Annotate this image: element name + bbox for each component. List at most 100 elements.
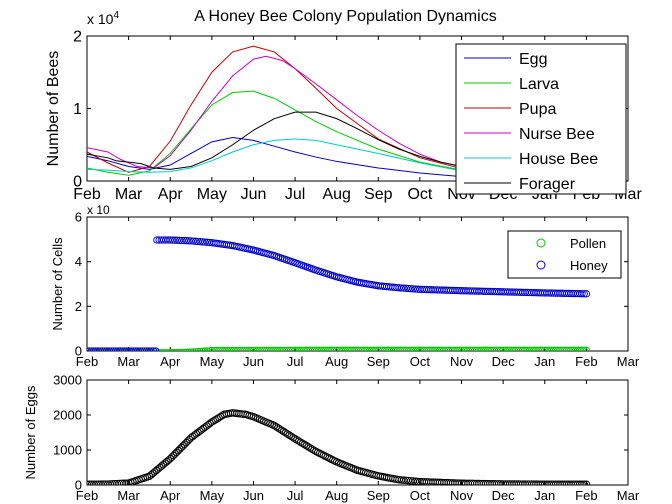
x-tick-label: Jul — [287, 488, 304, 503]
data-point — [580, 346, 588, 351]
data-point — [407, 285, 415, 293]
data-point — [198, 238, 207, 246]
data-point — [189, 348, 197, 351]
y-exponent-power: 4 — [113, 10, 119, 21]
legend-box — [507, 230, 622, 279]
y-tick-label: 2 — [73, 29, 82, 46]
data-point — [187, 348, 195, 351]
data-point — [297, 438, 305, 446]
chart-panel-3: Feb Mar Apr May Jun Jul Aug Sep Oct Nov Dec Jan Feb M… — [23, 373, 640, 503]
legend-label: Egg — [519, 51, 547, 68]
x-tick-label: Apr — [160, 488, 181, 503]
data-point — [578, 346, 586, 351]
data-point — [274, 424, 282, 432]
y-axis-label: Number of Cells — [50, 237, 65, 331]
y-tick-label: 1000 — [53, 443, 82, 458]
data-point — [329, 456, 337, 464]
x-tick-label: Aug — [325, 488, 348, 503]
legend: Egg Larva Pupa Nurse Bee House Bee Forager — [455, 43, 627, 195]
x-tick-label: May — [197, 186, 227, 203]
data-point — [185, 237, 193, 245]
data-point — [192, 237, 200, 245]
series-markers-honey — [87, 236, 591, 351]
data-point — [402, 284, 410, 292]
data-point — [272, 422, 280, 431]
series-line-forager — [87, 111, 587, 178]
y-tick-label: 0 — [73, 174, 82, 191]
x-tick-label: Sep — [364, 186, 393, 203]
y-tick-label: 3000 — [53, 373, 82, 388]
y-tick-label: 4 — [75, 254, 82, 269]
legend-label: Pollen — [570, 236, 606, 251]
y-exponent-label: x 10 — [87, 203, 110, 217]
x-tick-label: Apr — [160, 354, 181, 369]
x-tick-label: Aug — [322, 186, 350, 203]
x-tick-label: Feb — [73, 186, 101, 203]
x-tick-label: Oct — [407, 186, 432, 203]
data-point — [281, 429, 290, 437]
x-tick-label: Jan — [534, 354, 555, 369]
legend-label: Pupa — [519, 101, 556, 118]
x-tick-label: Dec — [492, 354, 516, 369]
legend-marker — [536, 260, 546, 270]
data-point — [176, 348, 183, 351]
x-tick-label: Mar — [117, 354, 140, 369]
y-tick-label: 2 — [75, 299, 82, 314]
data-point — [168, 236, 177, 244]
series-markers-0 — [87, 409, 591, 485]
data-point — [171, 236, 179, 244]
data-point — [196, 347, 204, 351]
data-point — [189, 237, 198, 245]
x-tick-label: Feb — [76, 354, 98, 369]
legend-label: Honey — [570, 258, 608, 273]
data-point — [578, 480, 586, 485]
data-point — [149, 347, 158, 351]
data-point — [178, 348, 186, 351]
data-point — [187, 237, 195, 245]
x-tick-label: Mar — [115, 186, 143, 203]
data-point — [276, 425, 284, 433]
legend-label: Nurse Bee — [519, 126, 595, 143]
data-point — [409, 285, 417, 293]
x-tick-label: May — [200, 354, 225, 369]
data-point — [156, 349, 164, 351]
data-point — [283, 430, 292, 438]
data-point — [291, 435, 299, 443]
x-tick-label: Jun — [243, 488, 264, 503]
y-tick-label: 0 — [75, 478, 82, 493]
data-point — [278, 426, 286, 435]
legend: Pollen Honey — [507, 230, 622, 279]
data-point — [194, 347, 202, 351]
legend-label: Forager — [519, 176, 576, 193]
data-point — [178, 236, 186, 245]
x-tick-label: Dec — [492, 488, 516, 503]
legend-label: House Bee — [519, 151, 598, 168]
data-point — [298, 439, 307, 448]
x-tick-label: Jun — [243, 354, 264, 369]
y-tick-label: 1 — [73, 101, 82, 118]
x-tick-label: Aug — [325, 354, 348, 369]
data-point — [302, 441, 311, 450]
data-point — [306, 444, 314, 452]
y-axis-label: Number of Eggs — [23, 385, 38, 479]
y-axis-label: Number of Bees — [45, 51, 62, 167]
y-tick-label: 2000 — [53, 408, 82, 423]
y-tick-label: 6 — [75, 210, 82, 225]
data-point — [580, 480, 588, 485]
data-point — [196, 238, 204, 246]
x-tick-label: Oct — [410, 488, 431, 503]
chart-title: A Honey Bee Colony Population Dynamics — [194, 8, 496, 25]
data-point — [166, 236, 174, 244]
y-exponent-label: x 104 — [87, 10, 119, 27]
data-point — [175, 236, 184, 245]
legend-label: Larva — [519, 76, 559, 93]
x-tick-label: Mar — [117, 488, 140, 503]
chart-panel-1: FebMarAprMayJunJulAugSepOctNovDecJanFebM… — [45, 8, 642, 203]
data-point — [582, 346, 591, 351]
x-tick-label: Feb — [575, 488, 597, 503]
data-point — [400, 284, 408, 292]
x-tick-label: Mar — [617, 354, 640, 369]
y-tick-label: 0 — [75, 344, 82, 359]
data-point — [192, 348, 200, 351]
